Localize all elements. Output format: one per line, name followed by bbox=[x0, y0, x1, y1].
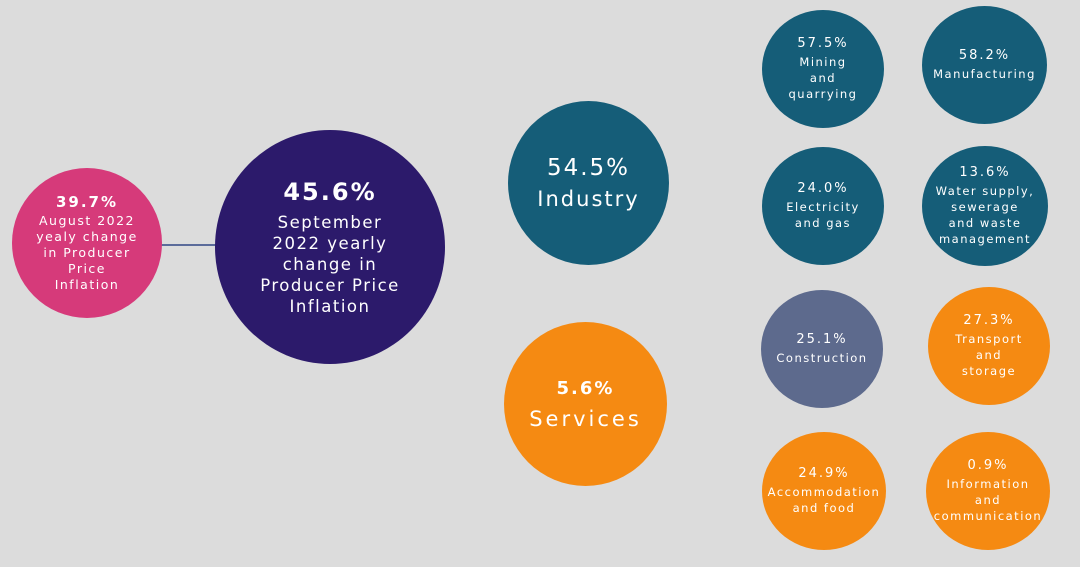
services-bubble: 5.6% Services bbox=[504, 322, 667, 486]
sector-label: Mining and quarrying bbox=[788, 55, 858, 101]
sector-value: 24.9% bbox=[798, 466, 850, 481]
sector-value: 27.3% bbox=[963, 313, 1015, 328]
industry-label: Industry bbox=[537, 187, 640, 211]
sector-transport-bubble: 27.3% Transport and storage bbox=[928, 287, 1050, 405]
september-value: 45.6% bbox=[283, 177, 377, 206]
sector-water-supply-bubble: 13.6% Water supply, sewerage and waste m… bbox=[922, 146, 1048, 266]
sector-value: 24.0% bbox=[797, 181, 849, 196]
services-label: Services bbox=[529, 406, 642, 431]
august-value: 39.7% bbox=[55, 193, 119, 211]
sector-label: Electricity and gas bbox=[786, 200, 860, 230]
sector-information-bubble: 0.9% Information and communication bbox=[926, 432, 1050, 550]
sector-value: 25.1% bbox=[796, 332, 848, 347]
sector-value: 0.9% bbox=[967, 458, 1009, 473]
sector-accommodation-bubble: 24.9% Accommodation and food bbox=[762, 432, 886, 550]
industry-value: 54.5% bbox=[546, 155, 631, 181]
september-2022-bubble: 45.6% September 2022 yearly change in Pr… bbox=[215, 130, 445, 364]
sector-value: 13.6% bbox=[959, 165, 1011, 180]
sector-label: Water supply, sewerage and waste managem… bbox=[935, 184, 1035, 246]
industry-bubble: 54.5% Industry bbox=[508, 101, 669, 265]
sector-mining-bubble: 57.5% Mining and quarrying bbox=[762, 10, 884, 128]
sector-label: Manufacturing bbox=[933, 67, 1036, 81]
sector-label: Transport and storage bbox=[955, 332, 1023, 378]
august-september-connector bbox=[160, 244, 216, 246]
august-label: August 2022 yealy change in Producer Pri… bbox=[36, 213, 138, 292]
sector-label: Construction bbox=[776, 351, 868, 365]
sector-label: Information and communication bbox=[933, 477, 1043, 523]
sector-construction-bubble: 25.1% Construction bbox=[761, 290, 883, 408]
august-2022-bubble: 39.7% August 2022 yealy change in Produc… bbox=[12, 168, 162, 318]
sector-value: 58.2% bbox=[958, 48, 1011, 63]
september-label: September 2022 yearly change in Producer… bbox=[260, 212, 400, 316]
sector-value: 57.5% bbox=[797, 36, 849, 51]
sector-manufacturing-bubble: 58.2% Manufacturing bbox=[922, 6, 1047, 124]
sector-electricity-bubble: 24.0% Electricity and gas bbox=[762, 147, 884, 265]
sector-label: Accommodation and food bbox=[767, 485, 881, 515]
services-value: 5.6% bbox=[556, 377, 615, 399]
